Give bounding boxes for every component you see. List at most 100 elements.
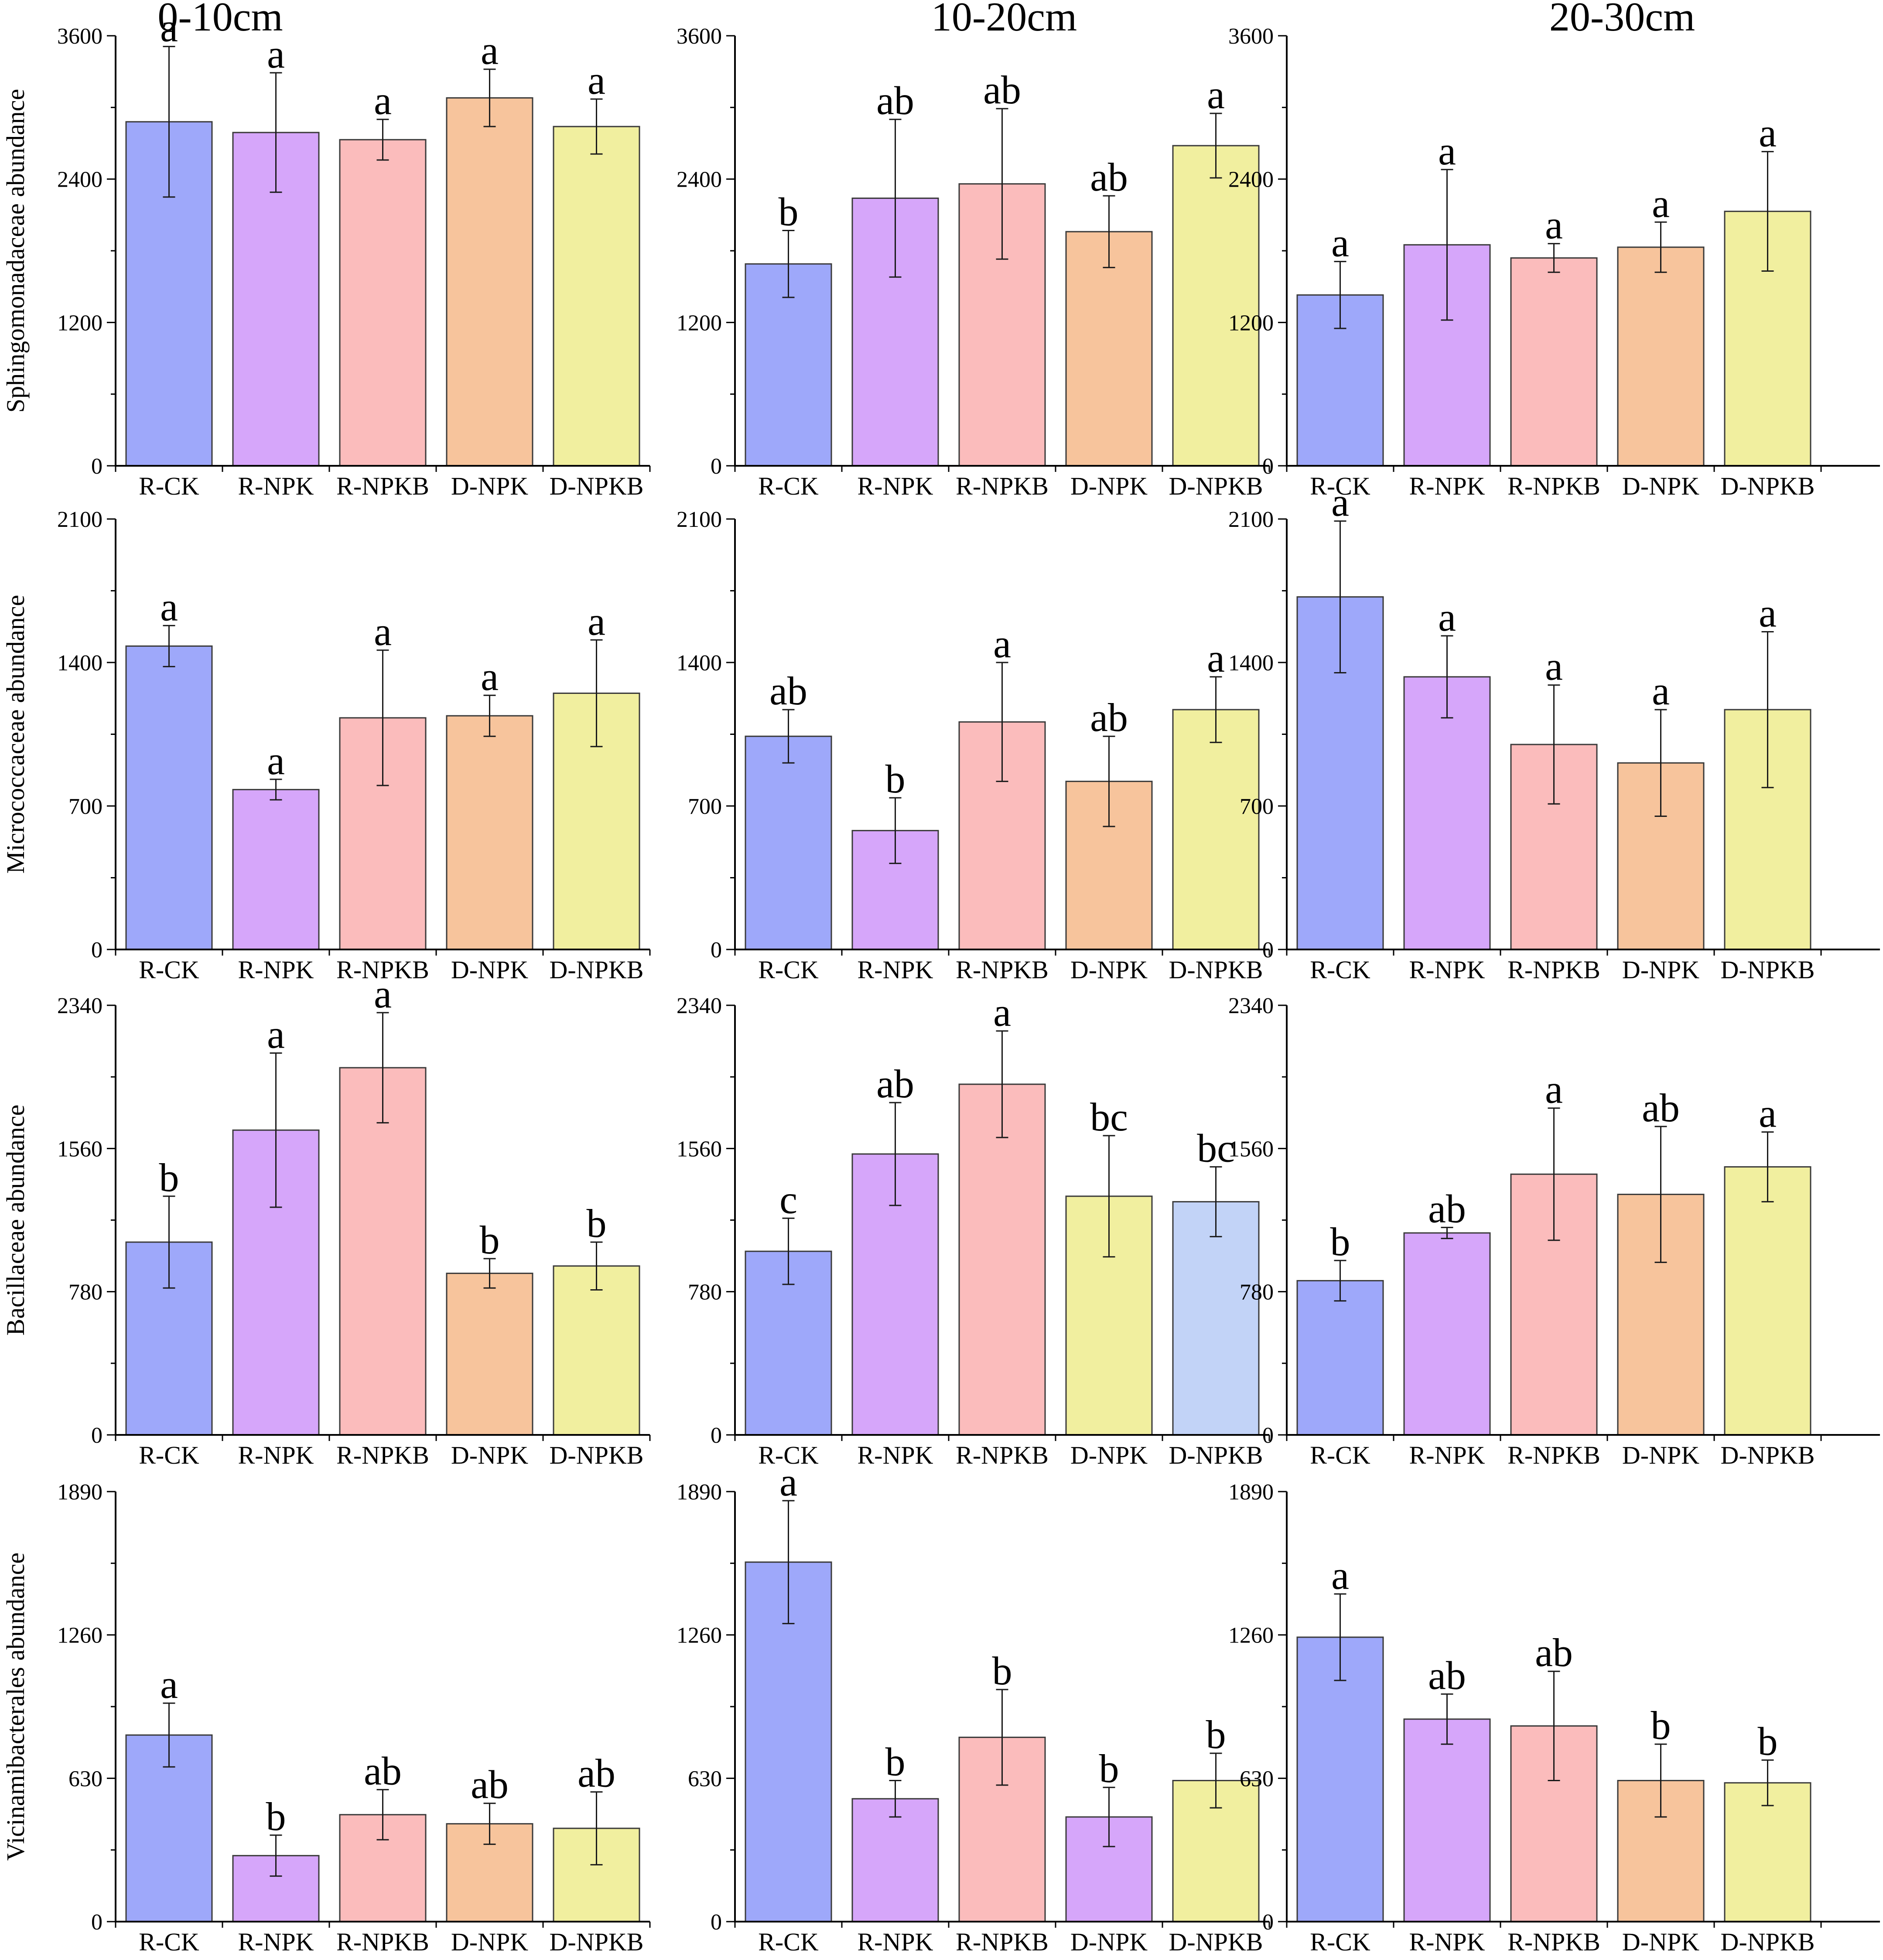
y-tick-label: 1890 — [57, 1480, 103, 1505]
y-tick-label: 2340 — [57, 994, 103, 1018]
y-tick-label: 780 — [1240, 1280, 1274, 1305]
significance-letter: ab — [578, 1751, 615, 1796]
bar-r-ck — [125, 645, 213, 950]
significance-letter: ab — [1428, 1186, 1466, 1231]
significance-letter: a — [1331, 1553, 1349, 1598]
x-tick-label: D-NPK — [451, 1928, 528, 1956]
x-tick-label: R-CK — [139, 472, 199, 500]
significance-letter: a — [1759, 1091, 1777, 1135]
x-tick-label: R-NPKB — [956, 956, 1049, 984]
chart-panel-r3-c1: a R-CK b R-NPK b R-NPKB b D-NPK b D-NPKB 0 630 1260 1… — [677, 1460, 1270, 1956]
x-tick-label: R-CK — [139, 1928, 199, 1956]
y-tick-label: 1560 — [677, 1137, 722, 1161]
y-tick-label: 1200 — [1228, 311, 1274, 335]
bar-d-npkb — [1172, 1201, 1260, 1436]
x-tick-label: R-NPK — [857, 1928, 933, 1956]
x-tick-label: D-NPKB — [1169, 1441, 1263, 1469]
y-tick-label: 0 — [91, 938, 103, 963]
bar-r-ck — [1296, 1636, 1384, 1922]
chart-panel-r0-c0: Sphingomonadaceae abundance a R-CK a R-NPK a R… — [1, 6, 651, 500]
y-tick-label: 0 — [711, 1910, 722, 1935]
y-tick-label: 2400 — [1228, 167, 1274, 192]
x-tick-label: R-NPK — [857, 1441, 933, 1469]
significance-letter: a — [779, 1460, 797, 1504]
x-tick-label: R-CK — [139, 956, 199, 984]
significance-letter: a — [1652, 181, 1670, 225]
significance-letter: a — [1545, 203, 1563, 247]
chart-panel-r3-c0: Vicinamibacterales abundance a R-CK b R-NPK a… — [1, 1480, 651, 1956]
x-tick-label: D-NPKB — [1721, 472, 1815, 500]
y-tick-label: 630 — [68, 1766, 103, 1791]
significance-letter: a — [267, 738, 285, 783]
y-tick-label: 2400 — [677, 167, 722, 192]
significance-letter: a — [1545, 1067, 1563, 1112]
x-tick-label: R-NPK — [1409, 956, 1485, 984]
significance-letter: ab — [769, 669, 807, 713]
y-tick-label: 0 — [1262, 1423, 1274, 1448]
y-tick-label: 3600 — [57, 24, 103, 49]
significance-letter: a — [1331, 480, 1349, 525]
y-tick-label: 2400 — [57, 167, 103, 192]
x-tick-label: R-CK — [139, 1441, 199, 1469]
x-tick-label: R-NPK — [1409, 1441, 1485, 1469]
x-tick-label: R-CK — [758, 1441, 819, 1469]
significance-letter: a — [588, 58, 605, 102]
x-tick-label: R-NPKB — [1507, 472, 1600, 500]
bar-d-npkb — [1172, 709, 1260, 950]
y-tick-label: 1200 — [57, 311, 103, 335]
x-tick-label: R-NPK — [857, 472, 933, 500]
bar-d-npk — [446, 1273, 533, 1436]
x-tick-label: R-NPK — [857, 956, 933, 984]
x-tick-label: D-NPKB — [550, 1928, 644, 1956]
x-tick-label: R-CK — [1310, 1928, 1370, 1956]
bar-r-npk — [1403, 676, 1491, 950]
y-axis-label: Vicinamibacterales abundance — [1, 1553, 30, 1861]
y-tick-label: 1260 — [677, 1623, 722, 1648]
y-tick-label: 1260 — [57, 1623, 103, 1648]
y-tick-label: 1400 — [57, 651, 103, 676]
y-tick-label: 1560 — [1228, 1137, 1274, 1161]
y-tick-label: 1890 — [1228, 1480, 1274, 1505]
bar-r-npk — [1403, 1232, 1491, 1436]
significance-letter: a — [588, 599, 605, 643]
x-tick-label: D-NPK — [451, 1441, 528, 1469]
significance-letter: ab — [1090, 155, 1128, 199]
bar-d-npkb — [553, 1265, 640, 1436]
significance-letter: b — [992, 1649, 1012, 1693]
x-tick-label: R-NPK — [238, 472, 314, 500]
column-titles: 0-10cm 10-20cm 20-30cm — [157, 0, 1695, 40]
significance-letter: b — [1330, 1219, 1350, 1264]
y-tick-label: 1560 — [57, 1137, 103, 1161]
y-tick-label: 700 — [688, 794, 722, 819]
bar-d-npk — [1065, 231, 1153, 467]
significance-letter: a — [160, 1662, 178, 1707]
significance-letter: ab — [876, 1062, 914, 1106]
significance-letter: b — [1758, 1719, 1778, 1764]
bar-r-npkb — [339, 139, 427, 467]
bar-r-ck — [745, 735, 832, 950]
x-tick-label: D-NPKB — [1721, 956, 1815, 984]
x-tick-label: D-NPK — [1070, 1441, 1148, 1469]
x-tick-label: D-NPK — [1070, 956, 1148, 984]
significance-letter: b — [480, 1218, 500, 1262]
y-tick-label: 630 — [1240, 1766, 1274, 1791]
bar-r-npk — [1403, 1718, 1491, 1922]
significance-letter: b — [885, 1740, 906, 1784]
significance-letter: a — [374, 972, 392, 1016]
y-tick-label: 0 — [1262, 1910, 1274, 1935]
bar-d-npk — [446, 97, 533, 467]
bar-r-npk — [232, 789, 320, 950]
significance-letter: a — [1438, 595, 1456, 639]
x-tick-label: R-CK — [758, 472, 819, 500]
significance-letter: ab — [876, 79, 914, 123]
x-tick-label: D-NPK — [1622, 1928, 1699, 1956]
x-tick-label: R-NPK — [1409, 1928, 1485, 1956]
x-tick-label: D-NPKB — [1721, 1928, 1815, 1956]
significance-letter: b — [587, 1201, 607, 1246]
significance-letter: ab — [364, 1748, 402, 1793]
bar-d-npk — [446, 715, 533, 950]
bar-r-npkb — [339, 1067, 427, 1436]
significance-letter: a — [1207, 72, 1225, 117]
y-axis-label: Bacillaceae abundance — [1, 1105, 30, 1336]
